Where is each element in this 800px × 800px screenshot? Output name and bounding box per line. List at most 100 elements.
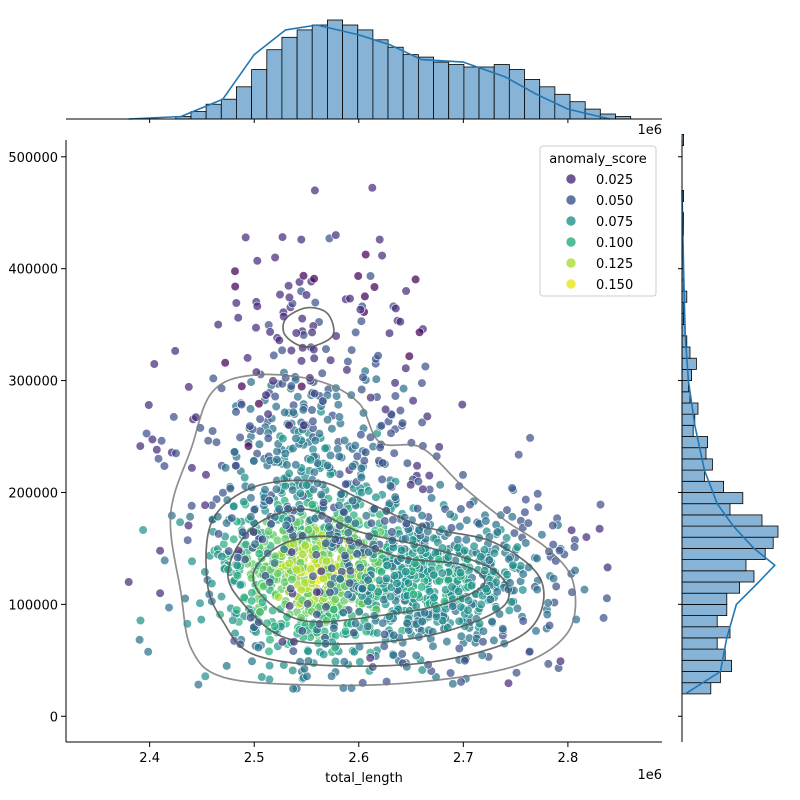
scatter-point [332, 391, 342, 401]
scatter-point [343, 357, 353, 367]
scatter-point [446, 523, 457, 533]
scatter-point [367, 183, 377, 193]
scatter-point [277, 345, 287, 355]
scatter-point [350, 440, 360, 451]
x-axis-label: total_length [325, 771, 403, 786]
scatter-point [509, 528, 520, 538]
scatter-point [327, 563, 337, 573]
scatter-point [566, 525, 577, 535]
scatter-point [476, 599, 486, 610]
right-histogram-bar [681, 570, 755, 583]
scatter-point [417, 616, 427, 627]
scatter-point [255, 607, 265, 617]
scatter-point [183, 535, 193, 545]
legend-label: 0.075 [596, 215, 633, 230]
top-histogram-bar [311, 24, 328, 120]
scatter-point [321, 556, 332, 566]
scatter-point [286, 345, 297, 356]
scatter-point [317, 368, 327, 378]
scatter-point [229, 447, 240, 457]
scatter-point [504, 605, 514, 616]
scatter-point [261, 390, 271, 400]
scatter-point [532, 553, 542, 564]
scatter-point [404, 351, 414, 361]
scatter-point [246, 512, 256, 522]
scatter-point [448, 679, 458, 689]
scatter-point [485, 594, 496, 605]
right-histogram-bar [681, 503, 731, 516]
right-histogram-bar [681, 659, 732, 672]
scatter-point [321, 538, 331, 548]
scatter-point [167, 510, 177, 521]
scatter-point [356, 430, 366, 440]
scatter-point [414, 525, 424, 535]
scatter-point [230, 281, 240, 292]
scatter-point [291, 460, 301, 470]
right-histogram-bar [681, 458, 713, 471]
scatter-point [356, 472, 367, 483]
scatter-point [208, 426, 218, 436]
scatter-point [291, 328, 301, 338]
scatter-point [544, 620, 555, 631]
scatter-point [343, 528, 353, 538]
scatter-point [397, 418, 408, 428]
right-histogram-bar [681, 368, 693, 381]
x-tick-label: 2.6 [348, 751, 369, 766]
legend-label: 0.050 [596, 194, 633, 209]
scatter-point [264, 495, 274, 506]
scatter-point [184, 382, 194, 392]
scatter-point [288, 684, 298, 694]
scatter-point [351, 618, 361, 629]
scatter-point [512, 603, 523, 614]
top-histogram-bar [235, 86, 252, 120]
scatter-point [159, 461, 169, 471]
scatter-point [518, 616, 528, 626]
scatter-point [232, 605, 242, 615]
scatter-point [277, 637, 288, 647]
scatter-point [371, 492, 381, 502]
scatter-point [412, 504, 423, 514]
legend-marker [565, 194, 577, 206]
scatter-point [273, 592, 284, 602]
scatter-point [312, 587, 322, 597]
scatter-point [461, 535, 471, 545]
scatter-point [231, 298, 241, 308]
scatter-point [280, 448, 290, 459]
scatter-point [411, 650, 421, 661]
scatter-point [254, 399, 264, 409]
scatter-point [355, 305, 366, 315]
scatter-point [187, 501, 197, 511]
scatter-point [378, 618, 388, 628]
legend-label: 0.025 [596, 173, 633, 188]
scatter-point [489, 548, 500, 558]
scatter-point [376, 421, 387, 431]
scatter-point [413, 476, 424, 487]
scatter-point [239, 592, 249, 603]
scatter-point [320, 443, 330, 453]
scatter-point [207, 578, 217, 589]
scatter-point [303, 599, 313, 609]
scatter-point [334, 500, 344, 511]
scatter-point [298, 405, 308, 415]
scatter-point [249, 456, 259, 466]
scatter-point [348, 496, 358, 506]
scatter-point [478, 626, 489, 636]
scatter-point [428, 641, 438, 651]
scatter-point [153, 454, 164, 464]
scatter-point [518, 569, 528, 579]
scatter-point [402, 618, 412, 628]
scatter-point [310, 298, 320, 308]
scatter-point [303, 525, 314, 535]
scatter-point [366, 582, 376, 593]
scatter-point [385, 481, 396, 491]
scatter-point [334, 412, 345, 422]
legend: anomaly_score 0.025 0.050 0.075 0.100 0.125 0… [539, 145, 657, 297]
scatter-point [254, 617, 264, 627]
scatter-point [340, 435, 350, 446]
scatter-point [327, 424, 337, 434]
scatter-point [435, 480, 445, 490]
legend-title: anomaly_score [549, 152, 647, 167]
scatter-point [307, 500, 317, 510]
scatter-point [253, 642, 263, 653]
scatter-point [502, 569, 512, 580]
